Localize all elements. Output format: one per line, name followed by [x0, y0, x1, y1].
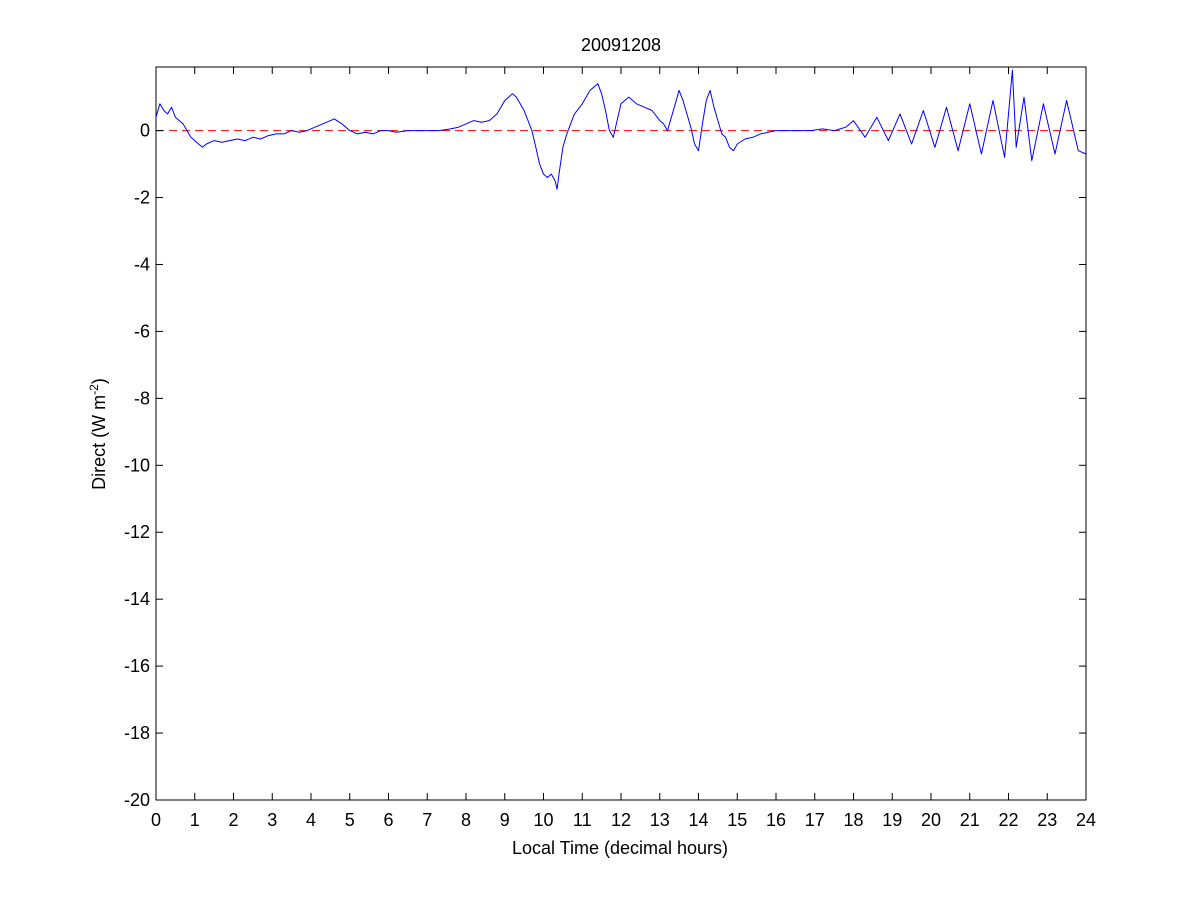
x-tick-label: 3 — [267, 810, 277, 830]
x-tick-label: 15 — [727, 810, 747, 830]
plot-area — [155, 66, 1087, 801]
chart-title: 20091208 — [581, 35, 661, 55]
x-axis-label: Local Time (decimal hours) — [512, 838, 728, 858]
x-tick-label: 5 — [345, 810, 355, 830]
x-tick-label: 14 — [688, 810, 708, 830]
x-tick-label: 12 — [611, 810, 631, 830]
x-tick-label: 24 — [1076, 810, 1096, 830]
y-tick-label: -4 — [134, 254, 150, 274]
y-tick-label: -16 — [124, 656, 150, 676]
x-tick-label: 13 — [650, 810, 670, 830]
x-tick-label: 6 — [383, 810, 393, 830]
y-tick-label: -10 — [124, 455, 150, 475]
y-tick-label: 0 — [140, 121, 150, 141]
x-tick-label: 22 — [998, 810, 1018, 830]
x-tick-label: 4 — [306, 810, 316, 830]
x-tick-label: 0 — [151, 810, 161, 830]
x-tick-label: 17 — [805, 810, 825, 830]
y-tick-label: -12 — [124, 522, 150, 542]
x-axis-ticks: 0 1 2 3 4 5 6 7 8 9 10 11 12 13 14 15 16 17 18 19 20 21 22 23 24 — [151, 67, 1096, 830]
y-tick-label: -6 — [134, 321, 150, 341]
y-tick-label: -2 — [134, 188, 150, 208]
x-tick-label: 20 — [921, 810, 941, 830]
x-tick-label: 23 — [1037, 810, 1057, 830]
x-tick-label: 9 — [500, 810, 510, 830]
y-tick-label: -14 — [124, 589, 150, 609]
axes-box — [155, 66, 1087, 801]
x-tick-label: 2 — [228, 810, 238, 830]
x-tick-label: 1 — [190, 810, 200, 830]
y-axis-label: Direct (W m-2) — [87, 378, 109, 490]
x-tick-label: 11 — [573, 810, 592, 830]
series-group — [155, 69, 1087, 190]
x-tick-label: 7 — [422, 810, 432, 830]
x-tick-label: 10 — [533, 810, 553, 830]
y-tick-label: -8 — [134, 388, 150, 408]
x-tick-label: 18 — [843, 810, 863, 830]
y-axis-label-close: ) — [89, 378, 109, 384]
y-axis-label-main: Direct (W m — [89, 395, 109, 490]
x-tick-label: 19 — [882, 810, 902, 830]
x-tick-label: 21 — [960, 810, 980, 830]
y-axis-label-exponent: -2 — [87, 384, 101, 395]
x-tick-label: 8 — [461, 810, 471, 830]
y-axis-ticks: 0 -2 -4 -6 -8 -10 -12 -14 -16 -18 -20 — [124, 121, 1086, 810]
y-tick-label: -18 — [124, 723, 150, 743]
x-tick-label: 16 — [766, 810, 786, 830]
y-tick-label: -20 — [124, 790, 150, 810]
series-line-0 — [155, 69, 1087, 190]
